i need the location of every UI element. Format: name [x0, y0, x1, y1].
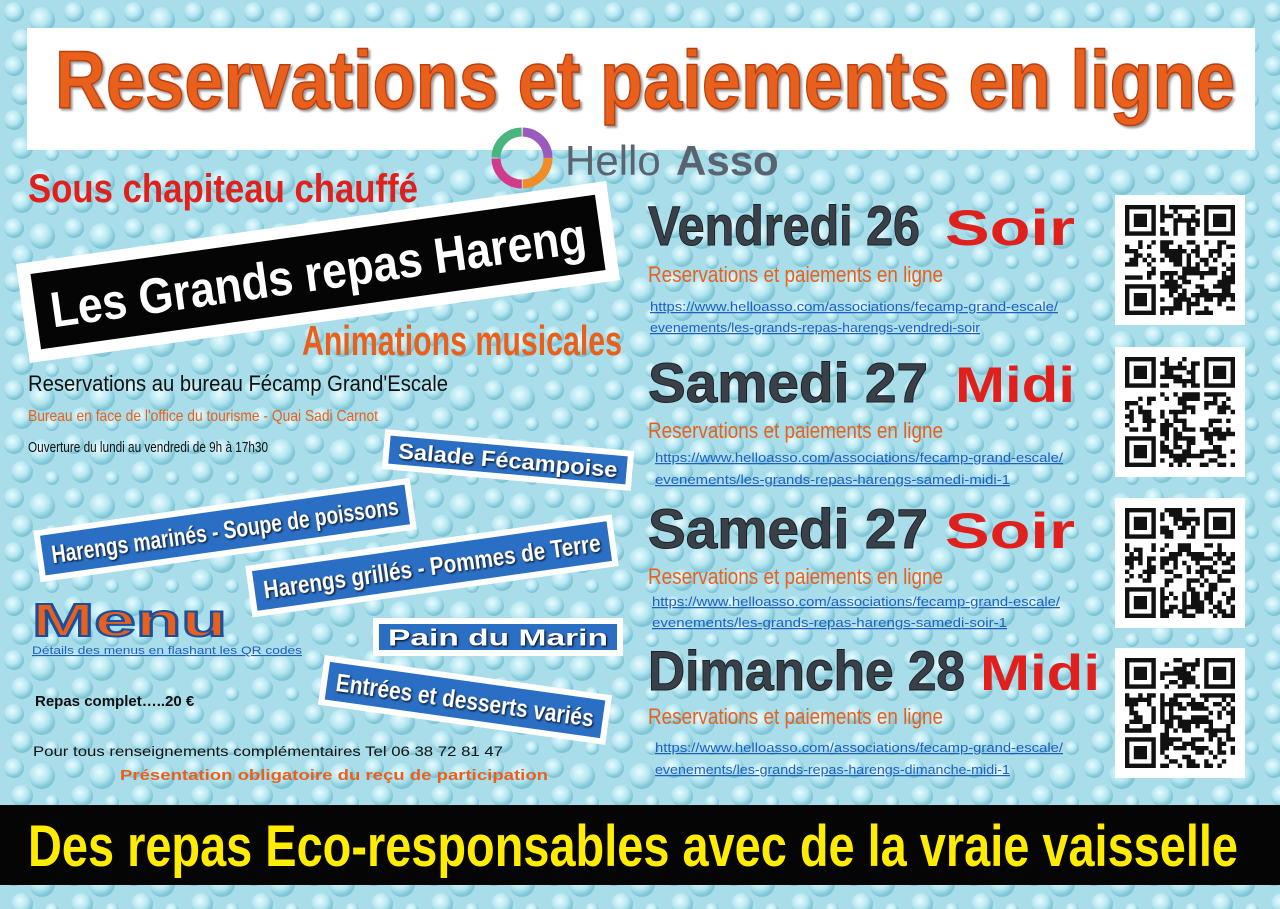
- contact: Pour tous renseignements complémentaires…: [33, 743, 503, 759]
- qr-code: [1125, 205, 1235, 315]
- event-url: evenements/les-grands-repas-harengs-same…: [652, 616, 1007, 630]
- menu-item: Salade Fécampoise: [381, 429, 635, 491]
- logo-asso: Asso: [676, 137, 779, 184]
- menu-note: Détails des menus en flashant les QR cod…: [32, 645, 303, 657]
- qr-code: [1125, 357, 1235, 467]
- event-url: https://www.helloasso.com/associations/f…: [655, 741, 1064, 755]
- bureau: Reservations au bureau Fécamp Grand'Esca…: [28, 371, 448, 396]
- qr-code: [1125, 658, 1235, 768]
- hours: Ouverture du lundi au vendredi de 9h à 1…: [28, 439, 268, 456]
- logo-ring: [491, 127, 553, 189]
- menu-title: Menu: [32, 594, 227, 646]
- receipt: Présentation obligatoire du reçu de part…: [120, 767, 548, 784]
- event-url: https://www.helloasso.com/associations/f…: [650, 300, 1059, 314]
- event-slot: Soir: [945, 503, 1075, 559]
- banner-box: [30, 194, 606, 350]
- event-day: Vendredi 26: [648, 194, 920, 257]
- event-url: https://www.helloasso.com/associations/f…: [652, 595, 1061, 609]
- event-label: Reservations et paiements en ligne: [648, 564, 943, 589]
- logo-ring: [491, 127, 553, 189]
- banner: Les Grands repas Hareng: [15, 181, 621, 363]
- event-url: evenements/les-grands-repas-harengs-vend…: [650, 321, 980, 335]
- animations: Animations musicales: [302, 317, 622, 364]
- menu-item: Pain du Marin: [373, 618, 623, 656]
- menu-item-box: [251, 521, 613, 611]
- logo-hello: Hello: [565, 137, 661, 184]
- menu-item-box: [40, 484, 410, 576]
- event: Dimanche 28 Midi Reservations et paiements…: [648, 639, 1245, 778]
- address: Bureau en face de l'office du tourisme -…: [28, 408, 378, 425]
- event-day: Samedi 27: [648, 497, 928, 560]
- event-slot: Midi: [955, 357, 1075, 413]
- footer-text: Des repas Eco-responsables avec de la vr…: [28, 814, 1238, 879]
- footer-bar: [0, 805, 1280, 885]
- price: Repas complet…..20 €: [35, 693, 195, 710]
- menu-item-text: Pain du Marin: [388, 624, 608, 650]
- title: Reservations et paiements en ligne: [55, 35, 1235, 126]
- event-slot: Midi: [980, 645, 1100, 701]
- event-label: Reservations et paiements en ligne: [648, 262, 943, 287]
- event-slot: Soir: [945, 200, 1075, 256]
- event-label: Reservations et paiements en ligne: [648, 418, 943, 443]
- event-day: Dimanche 28: [648, 639, 965, 702]
- event-url: https://www.helloasso.com/associations/f…: [655, 451, 1064, 465]
- qr-code: [1125, 508, 1235, 618]
- menu-item-box: [388, 435, 628, 485]
- menu-item-box: [324, 661, 606, 739]
- event-day: Samedi 27: [648, 351, 928, 414]
- logo: Hello Asso: [491, 127, 779, 189]
- menu-item-box: [379, 624, 617, 650]
- title-box: [27, 28, 1255, 150]
- event-label: Reservations et paiements en ligne: [648, 704, 943, 729]
- event-url: evenements/les-grands-repas-harengs-same…: [655, 473, 1010, 487]
- subtitle: Sous chapiteau chauffé: [28, 167, 418, 211]
- event: Samedi 27 Midi Reservations et paiements e…: [648, 347, 1245, 487]
- event-url: evenements/les-grands-repas-harengs-dima…: [655, 763, 1010, 777]
